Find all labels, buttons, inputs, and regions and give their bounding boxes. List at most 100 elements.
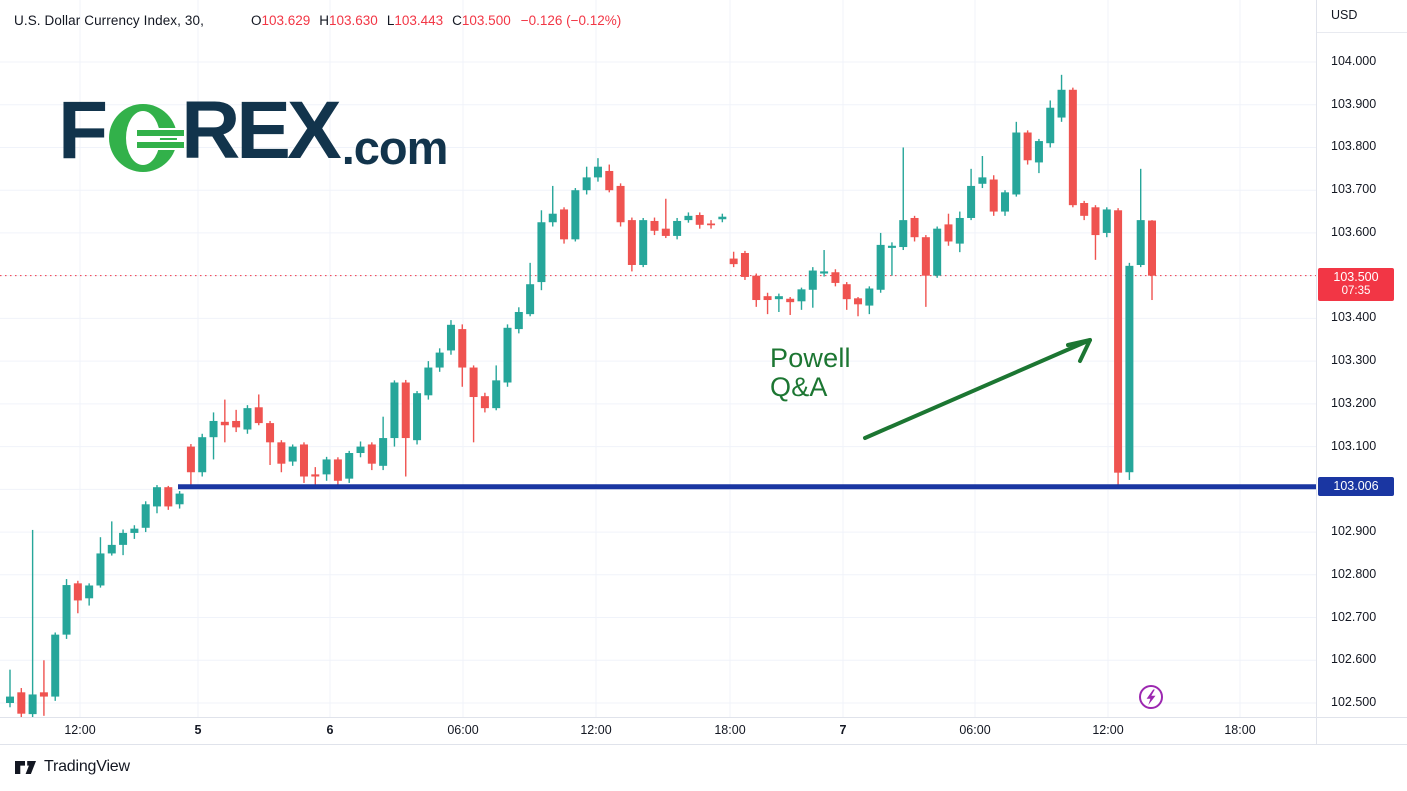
forex-logo-rex: REX xyxy=(181,85,342,176)
chart-bottom-border xyxy=(0,744,1407,745)
time-tick-label: 18:00 xyxy=(1224,723,1256,737)
candle-body xyxy=(740,253,749,277)
annotation-arrow[interactable] xyxy=(863,338,1092,440)
candle-wick xyxy=(31,529,34,718)
candle-wick xyxy=(902,147,904,251)
price-tick-label: 102.800 xyxy=(1331,566,1377,581)
candle-wick xyxy=(766,292,769,315)
candle-body xyxy=(322,459,331,475)
candle-body xyxy=(62,585,71,635)
candle-body xyxy=(1046,107,1055,144)
change-value: −0.126 (−0.12%) xyxy=(520,13,622,28)
candle-body xyxy=(379,438,388,466)
price-axis[interactable]: USD 104.000 103.900 103.800 103.700 103.600 1… xyxy=(1316,0,1407,744)
candle-body xyxy=(820,271,829,274)
price-tick-label: 103.400 xyxy=(1331,310,1377,325)
last-price-badge: 103.500 07:35 xyxy=(1318,267,1394,301)
price-tick-label: 103.600 xyxy=(1331,224,1377,239)
candle-wick xyxy=(269,420,271,465)
candle-body xyxy=(345,453,354,479)
time-tick-label: 7 xyxy=(839,723,847,737)
symbol-legend: U.S. Dollar Currency Index, 30, O103.629 H… xyxy=(14,13,621,28)
candle-body xyxy=(424,367,433,396)
candle-body xyxy=(96,553,105,586)
candle-body xyxy=(446,324,455,351)
forex-logo-o-icon xyxy=(109,104,185,172)
candle-body xyxy=(1091,207,1100,236)
powell-annotation[interactable]: Powell Q&A xyxy=(770,344,851,402)
candle-body xyxy=(401,382,410,439)
candle-body xyxy=(1114,210,1123,473)
price-tick-label: 102.500 xyxy=(1331,694,1377,709)
candle-body xyxy=(865,288,874,306)
time-tick-label: 12:00 xyxy=(64,723,96,737)
price-tick-label: 103.700 xyxy=(1331,182,1377,197)
attribution-bar: TradingView xyxy=(14,758,130,776)
candle-body xyxy=(17,692,26,714)
candle-body xyxy=(921,237,930,276)
close-value: 103.500 xyxy=(461,13,511,28)
candle-body xyxy=(141,504,150,528)
price-tick-label: 103.200 xyxy=(1331,395,1377,410)
axis-separator xyxy=(1317,32,1407,33)
currency-label: USD xyxy=(1331,8,1358,22)
candle-wick xyxy=(891,242,893,276)
price-tick-label: 104.000 xyxy=(1331,54,1377,68)
low-label: L xyxy=(386,13,395,28)
candle-wick xyxy=(552,185,554,227)
time-tick-label: 12:00 xyxy=(580,723,612,737)
time-tick-label: 6 xyxy=(326,723,334,737)
candle-wick xyxy=(9,669,11,708)
candle-body xyxy=(1023,132,1032,161)
candle-body xyxy=(311,474,320,477)
candle-body xyxy=(933,228,942,276)
high-label: H xyxy=(319,13,330,28)
time-axis[interactable]: 12:00 5 6 06:00 12:00 18:00 7 06:00 12:00 18:00 xyxy=(0,721,1316,739)
tradingview-brand[interactable]: TradingView xyxy=(44,758,130,775)
candle-body xyxy=(458,329,467,368)
candle-body xyxy=(1102,209,1111,233)
candle-body xyxy=(752,275,761,301)
candle-body xyxy=(627,220,636,265)
candle-body xyxy=(808,270,817,290)
time-tick-label: 12:00 xyxy=(1092,723,1124,737)
candlestick-chart[interactable] xyxy=(0,0,1316,744)
candle-body xyxy=(842,284,851,300)
candle-body xyxy=(650,220,659,231)
candle-body xyxy=(480,396,489,409)
candle-body xyxy=(254,407,263,424)
candle-body xyxy=(944,224,953,242)
candle-wick xyxy=(778,293,780,312)
candle-body xyxy=(876,244,885,290)
time-tick-label: 18:00 xyxy=(714,723,746,737)
tradingview-logo-icon[interactable] xyxy=(14,760,37,775)
candle-body xyxy=(1148,220,1157,276)
symbol-title[interactable]: U.S. Dollar Currency Index, 30, xyxy=(14,13,204,28)
candle-body xyxy=(831,272,840,283)
ohlc-readout: O103.629 H103.630 L103.443 C103.500 −0.126 (… xyxy=(242,13,621,28)
candle-body xyxy=(695,214,704,225)
close-label: C xyxy=(452,13,462,28)
candle-body xyxy=(763,296,772,301)
support-level-value: 103.006 xyxy=(1333,478,1379,493)
candle-body xyxy=(955,217,964,244)
forex-logo-com: .com xyxy=(341,121,449,174)
price-tick-label: 103.800 xyxy=(1331,139,1377,154)
candle-body xyxy=(413,393,422,441)
candle-body xyxy=(514,311,523,330)
candle-body xyxy=(209,420,218,438)
candle-body xyxy=(1034,141,1043,163)
price-tick-label: 103.100 xyxy=(1331,438,1377,453)
candle-body xyxy=(39,692,48,697)
time-tick-label: 5 xyxy=(194,723,202,737)
time-axis-border xyxy=(0,717,1407,718)
candle-body xyxy=(503,327,512,383)
price-tick-label: 103.300 xyxy=(1331,353,1377,368)
candle-body xyxy=(469,367,478,398)
candle-body xyxy=(1125,265,1134,473)
low-value: 103.443 xyxy=(394,13,444,28)
candle-body xyxy=(1012,132,1021,195)
candle-body xyxy=(130,528,139,533)
candle-body xyxy=(28,694,37,715)
